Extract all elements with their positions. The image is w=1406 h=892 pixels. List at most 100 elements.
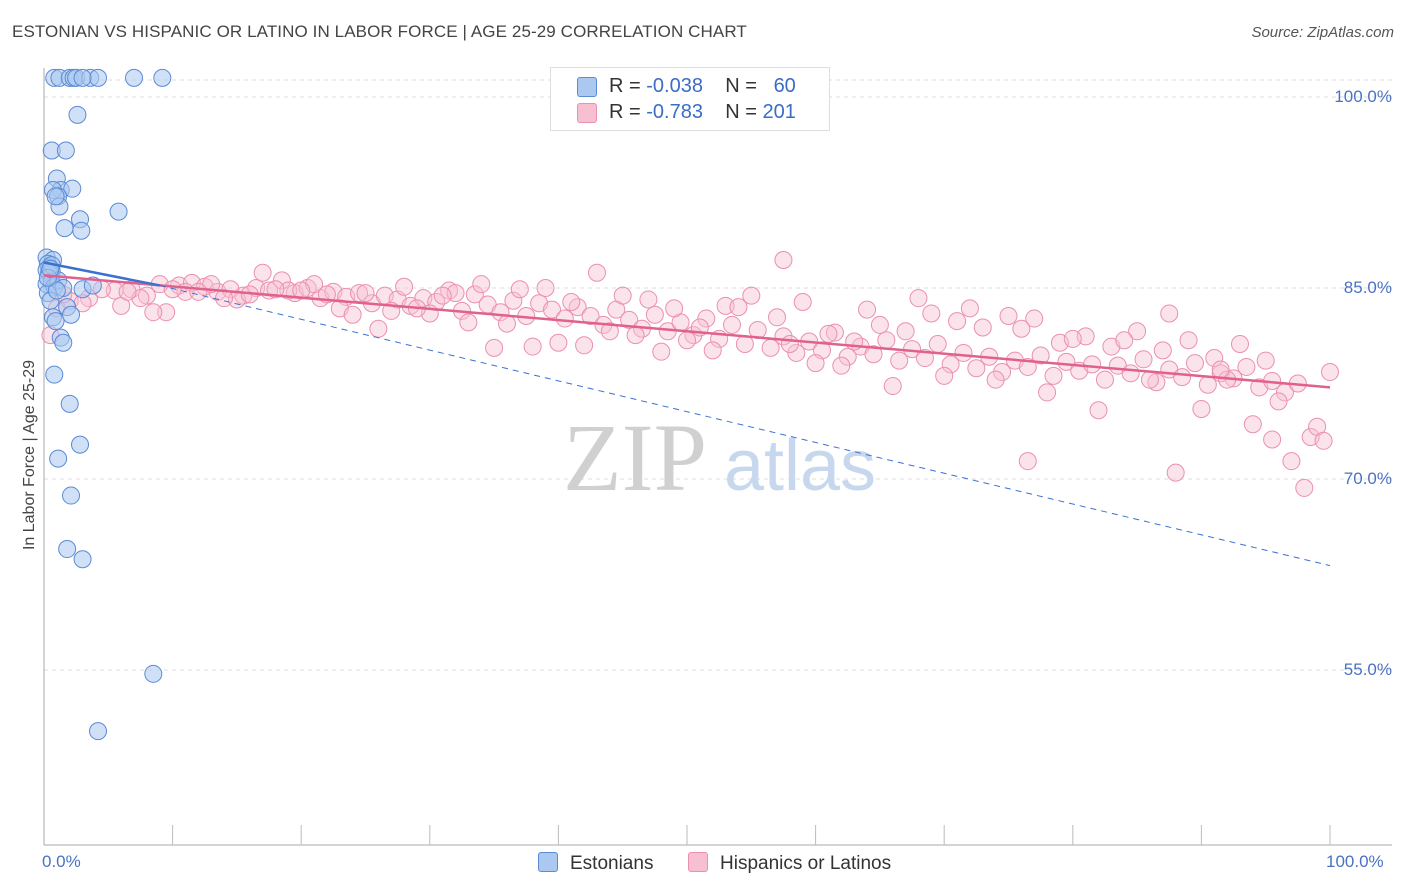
bottom-swatch-hispanics xyxy=(688,852,708,872)
hispanic-point xyxy=(1038,383,1057,402)
estonian-point xyxy=(153,68,172,87)
watermark: ZIP atlas xyxy=(563,404,876,511)
hispanic-point xyxy=(645,305,664,324)
hispanic-point xyxy=(536,279,555,297)
hispanic-point xyxy=(1230,335,1249,354)
hispanic-point xyxy=(941,355,960,374)
hispanic-point xyxy=(613,286,632,305)
estonian-point xyxy=(58,540,77,559)
hispanic-point xyxy=(825,323,844,342)
hispanic-point xyxy=(1063,329,1082,348)
chart-title: ESTONIAN VS HISPANIC OR LATINO IN LABOR … xyxy=(12,22,747,41)
hispanic-point xyxy=(587,263,606,282)
hispanic-point xyxy=(163,280,182,299)
estonian-point xyxy=(45,365,64,384)
estonian-point xyxy=(72,221,91,240)
hispanic-point xyxy=(1095,370,1114,389)
hispanic-point xyxy=(967,359,986,378)
hispanic-point xyxy=(1089,401,1108,420)
bottom-legend-hispanics: Hispanics or Latinos xyxy=(688,852,891,875)
hispanic-point xyxy=(118,282,137,301)
legend-n-label: N = xyxy=(725,75,757,97)
hispanic-point xyxy=(465,285,484,304)
hispanic-point xyxy=(1314,431,1333,450)
estonian-point xyxy=(68,105,87,124)
legend-r-label: R = xyxy=(609,75,641,97)
hispanic-point xyxy=(768,308,787,327)
hispanic-point xyxy=(1179,331,1198,350)
estonian-point xyxy=(49,449,68,468)
hispanic-point xyxy=(542,300,561,319)
hispanic-point xyxy=(1025,309,1044,328)
y-tick-label: 100.0% xyxy=(1334,87,1392,106)
hispanic-point xyxy=(928,335,947,354)
estonian-point xyxy=(46,187,65,206)
hispanic-point xyxy=(272,271,291,290)
hispanic-point xyxy=(1031,346,1050,365)
legend-n-label: N = xyxy=(725,101,757,123)
x-tick-max: 100.0% xyxy=(1326,852,1384,871)
estonian-point xyxy=(73,550,92,569)
hispanic-point xyxy=(549,333,568,352)
estonian-point xyxy=(125,68,144,87)
hispanic-point xyxy=(1018,452,1037,471)
hispanic-point xyxy=(838,347,857,366)
hispanic-point xyxy=(279,281,298,300)
hispanic-point xyxy=(1160,304,1179,323)
legend-r-value: -0.038 xyxy=(646,75,703,97)
hispanic-point xyxy=(620,310,639,329)
hispanic-point xyxy=(922,304,941,323)
hispanic-point xyxy=(253,263,272,282)
hispanic-point xyxy=(1134,350,1153,369)
estonian-point xyxy=(63,179,82,198)
hispanic-point xyxy=(948,312,967,331)
watermark-zip: ZIP xyxy=(563,404,707,511)
hispanic-point xyxy=(954,343,973,362)
y-tick-label: 70.0% xyxy=(1343,469,1392,488)
hispanic-point xyxy=(1057,352,1076,371)
x-tick-min: 0.0% xyxy=(42,852,81,871)
hispanic-point xyxy=(343,305,362,324)
hispanic-point xyxy=(1237,357,1256,376)
trend-lines xyxy=(43,261,1331,567)
hispanic-point xyxy=(697,309,716,328)
bottom-legend-label: Estonians xyxy=(570,853,654,874)
hispanic-point xyxy=(915,349,934,368)
estonian-point xyxy=(54,333,73,352)
hispanic-point xyxy=(1166,463,1185,482)
hispanic-point xyxy=(1044,366,1063,385)
hispanic-point xyxy=(723,315,742,334)
bottom-legend-label: Hispanics or Latinos xyxy=(720,853,892,874)
hispanic-point xyxy=(575,336,594,355)
y-tick-label: 85.0% xyxy=(1343,278,1392,297)
hispanic-point xyxy=(935,366,954,385)
hispanic-point xyxy=(993,363,1012,382)
estonian-point xyxy=(71,435,90,454)
estonian-point xyxy=(47,281,66,300)
hispanic-point xyxy=(678,331,696,350)
hispanic-point xyxy=(870,315,889,334)
hispanic-point xyxy=(652,342,671,361)
hispanic-point xyxy=(1115,331,1134,350)
estonian-trend-dashed xyxy=(159,284,1331,567)
hispanic-point xyxy=(1211,360,1230,379)
hispanic-point xyxy=(144,303,163,322)
hispanic-point xyxy=(1128,322,1147,341)
hispanic-point xyxy=(1321,363,1339,382)
hispanic-point xyxy=(292,281,311,300)
hispanic-point xyxy=(986,370,1005,389)
legend-r-label: R = xyxy=(609,101,641,123)
hispanic-point xyxy=(485,338,504,357)
hispanic-point xyxy=(716,296,735,315)
hispanic-point xyxy=(742,286,761,305)
hispanic-point xyxy=(1243,415,1262,434)
hispanic-point xyxy=(665,299,684,318)
hispanic-point xyxy=(806,354,825,373)
estonian-point xyxy=(56,141,75,160)
legend-n-value: 201 xyxy=(762,101,796,123)
estonian-point xyxy=(60,394,79,413)
hispanic-point xyxy=(581,307,600,326)
hispanic-trend-line xyxy=(43,274,1331,389)
legend-r-value: -0.783 xyxy=(646,101,703,123)
hispanic-point xyxy=(960,299,979,318)
